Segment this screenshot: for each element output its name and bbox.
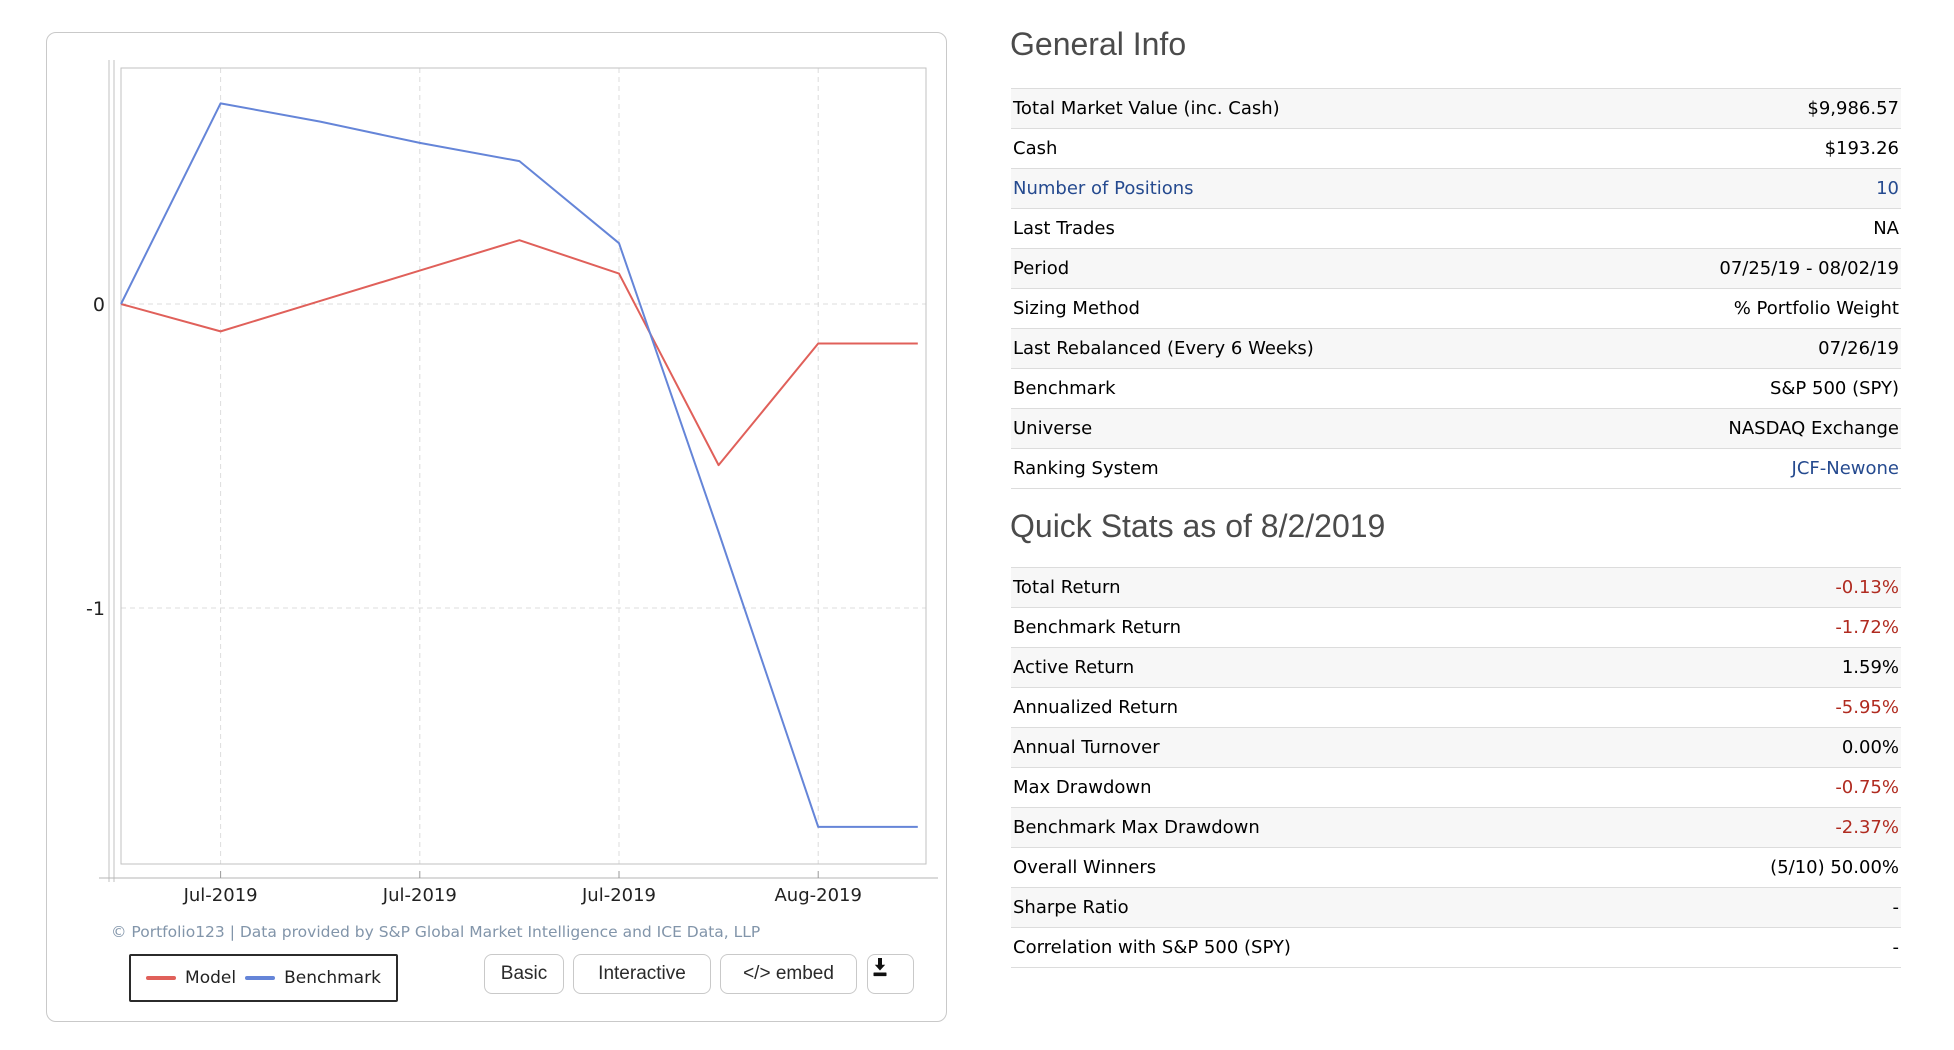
table-row: Annual Turnover 0.00% xyxy=(1011,728,1901,768)
table-row: Sizing Method % Portfolio Weight xyxy=(1011,289,1901,329)
x-axis-label: Jul-2019 xyxy=(382,885,457,906)
row-label: Active Return xyxy=(1013,657,1135,678)
row-label[interactable]: Number of Positions xyxy=(1013,178,1194,199)
row-value: - xyxy=(1892,937,1900,958)
benchmark-line xyxy=(120,102,918,828)
embed-button[interactable]: </> embed xyxy=(720,954,857,994)
row-label: Ranking System xyxy=(1013,458,1159,479)
table-row: Correlation with S&P 500 (SPY) - xyxy=(1011,928,1901,968)
row-value: 07/25/19 - 08/02/19 xyxy=(1719,258,1899,279)
table-row: Sharpe Ratio - xyxy=(1011,888,1901,928)
row-value: 07/26/19 xyxy=(1818,338,1899,359)
row-label: Period xyxy=(1013,258,1070,279)
row-value[interactable]: JCF-Newone xyxy=(1791,458,1899,479)
row-value: % Portfolio Weight xyxy=(1733,298,1899,319)
row-label: Benchmark xyxy=(1013,378,1116,399)
row-value: 1.59% xyxy=(1841,657,1899,678)
row-value: NASDAQ Exchange xyxy=(1728,418,1899,439)
row-label: Total Market Value (inc. Cash) xyxy=(1013,98,1280,119)
row-value: -5.95% xyxy=(1835,697,1899,718)
table-row: Universe NASDAQ Exchange xyxy=(1011,409,1901,449)
row-value: $193.26 xyxy=(1824,138,1899,159)
row-label: Benchmark Max Drawdown xyxy=(1013,817,1260,838)
model-line-swatch xyxy=(146,976,177,980)
table-row: Benchmark Max Drawdown -2.37% xyxy=(1011,808,1901,848)
row-label: Annual Turnover xyxy=(1013,737,1160,758)
x-axis-label: Jul-2019 xyxy=(581,885,656,906)
row-value: $9,986.57 xyxy=(1807,98,1899,119)
copyright-text: © Portfolio123 | Data provided by S&P Gl… xyxy=(111,923,761,941)
row-label: Max Drawdown xyxy=(1013,777,1152,798)
row-label: Last Rebalanced (Every 6 Weeks) xyxy=(1013,338,1314,359)
legend-label-benchmark: Benchmark xyxy=(284,968,381,988)
row-value: NA xyxy=(1873,218,1899,239)
row-label: Last Trades xyxy=(1013,218,1115,239)
table-row: Total Market Value (inc. Cash) $9,986.57 xyxy=(1011,89,1901,129)
plot-border xyxy=(120,67,927,865)
row-value: (5/10) 50.00% xyxy=(1770,857,1899,878)
row-value: -1.72% xyxy=(1835,617,1899,638)
row-label: Sharpe Ratio xyxy=(1013,897,1129,918)
performance-chart: 0 -1 Jul-2019 Jul-2019 Jul-2019 Aug-2019 xyxy=(86,60,938,906)
table-row: Benchmark Return -1.72% xyxy=(1011,608,1901,648)
model-line xyxy=(120,239,918,467)
x-axis-label: Jul-2019 xyxy=(183,885,258,906)
row-label: Correlation with S&P 500 (SPY) xyxy=(1013,937,1291,958)
legend-label-model: Model xyxy=(185,968,237,988)
row-label: Sizing Method xyxy=(1013,298,1140,319)
row-label: Cash xyxy=(1013,138,1058,159)
basic-button[interactable]: Basic xyxy=(484,954,564,994)
table-row: Number of Positions 10 xyxy=(1011,169,1901,209)
row-label: Annualized Return xyxy=(1013,697,1178,718)
general-info-table: Total Market Value (inc. Cash) $9,986.57 C… xyxy=(1011,88,1901,489)
x-axis-label: Aug-2019 xyxy=(774,885,861,906)
row-label: Total Return xyxy=(1013,577,1121,598)
row-value[interactable]: 10 xyxy=(1876,178,1899,199)
table-row: Ranking System JCF-Newone xyxy=(1011,449,1901,489)
quick-stats-title: Quick Stats as of 8/2/2019 xyxy=(1010,508,1386,544)
chart-legend: Model Benchmark xyxy=(129,954,398,1002)
row-label: Universe xyxy=(1013,418,1093,439)
table-row: Last Rebalanced (Every 6 Weeks) 07/26/19 xyxy=(1011,329,1901,369)
interactive-button[interactable]: Interactive xyxy=(573,954,711,994)
table-row: Max Drawdown -0.75% xyxy=(1011,768,1901,808)
quick-stats-table: Total Return -0.13% Benchmark Return -1.72%… xyxy=(1011,567,1901,968)
row-value: -0.75% xyxy=(1835,777,1899,798)
table-row: Benchmark S&P 500 (SPY) xyxy=(1011,369,1901,409)
table-row: Overall Winners (5/10) 50.00% xyxy=(1011,848,1901,888)
row-value: 0.00% xyxy=(1841,737,1899,758)
download-icon xyxy=(873,958,887,977)
row-value: - xyxy=(1892,897,1900,918)
general-info-title: General Info xyxy=(1010,26,1187,62)
table-row: Active Return 1.59% xyxy=(1011,648,1901,688)
table-row: Annualized Return -5.95% xyxy=(1011,688,1901,728)
download-button[interactable] xyxy=(867,954,914,994)
table-row: Cash $193.26 xyxy=(1011,129,1901,169)
row-label: Benchmark Return xyxy=(1013,617,1181,638)
row-label: Overall Winners xyxy=(1013,857,1157,878)
table-row: Last Trades NA xyxy=(1011,209,1901,249)
row-value: -2.37% xyxy=(1835,817,1899,838)
y-axis-label: 0 xyxy=(93,294,105,316)
table-row: Period 07/25/19 - 08/02/19 xyxy=(1011,249,1901,289)
performance-chart-card: 0 -1 Jul-2019 Jul-2019 Jul-2019 Aug-2019 © Po… xyxy=(46,32,947,1022)
benchmark-line-swatch xyxy=(245,976,276,980)
row-value: -0.13% xyxy=(1835,577,1899,598)
table-row: Total Return -0.13% xyxy=(1011,568,1901,608)
y-axis-label: -1 xyxy=(86,598,105,620)
row-value: S&P 500 (SPY) xyxy=(1769,378,1899,399)
